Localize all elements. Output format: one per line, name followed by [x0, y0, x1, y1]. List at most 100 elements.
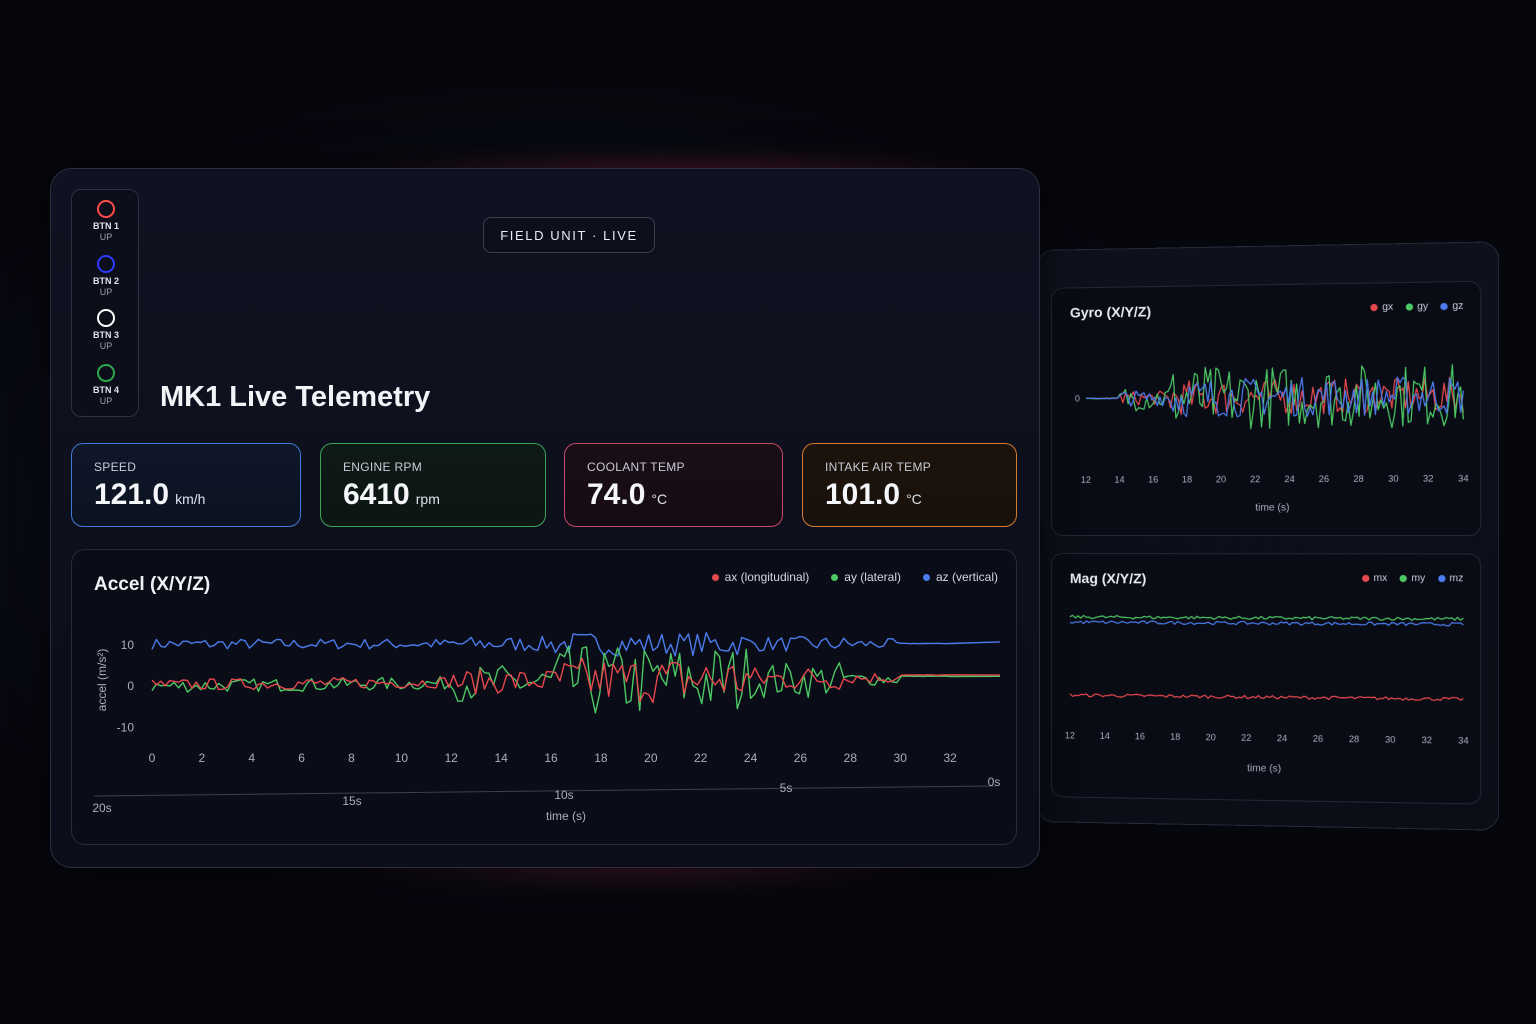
small-xtick: 32 [1422, 735, 1432, 745]
btn-4-ring-icon [97, 364, 115, 382]
accel-ylabel: accel (m/s²) [95, 649, 109, 712]
accel-xtick: 32 [943, 751, 957, 765]
small-xtick: 28 [1353, 474, 1363, 484]
accel-series-line [152, 659, 1000, 703]
accel-ytick: 0 [127, 679, 134, 693]
small-xtick: 12 [1065, 730, 1075, 740]
rpm-unit: rpm [416, 491, 440, 507]
intake-value: 101.0 [825, 478, 900, 511]
accel-xtick: 12 [445, 751, 459, 765]
small-xtick: 16 [1148, 474, 1158, 484]
btn-3-state: UP [72, 341, 140, 352]
small-xtick: 14 [1114, 475, 1124, 485]
intake-card: INTAKE AIR TEMP 101.0 °C [802, 443, 1017, 527]
accel-xtick: 28 [844, 751, 858, 765]
mag-card: Mag (X/Y/Z) mx my mz 12 14 16 18 20 22 24 26 28 3… [1051, 553, 1481, 805]
small-xtick: 28 [1349, 734, 1359, 744]
small-series-line [1070, 615, 1463, 620]
gyro-card: Gyro (X/Y/Z) gx gy gz 0 12 14 16 18 20 22 24 26 2… [1051, 281, 1481, 536]
btn-2-ring-icon [97, 255, 115, 273]
accel-series-line [152, 646, 1000, 713]
btn-2-status: BTN 2 UP [72, 255, 140, 298]
btn-4-state: UP [72, 396, 140, 407]
small-xtick: 18 [1182, 474, 1192, 484]
small-xtick: 30 [1385, 734, 1395, 744]
btn-3-ring-icon [97, 309, 115, 327]
accel-xtick: 0 [149, 751, 156, 765]
accel-ytick: 10 [121, 638, 135, 652]
small-xtick: 14 [1100, 731, 1110, 741]
btn-1-label: BTN 1 [72, 221, 140, 232]
speed-card: SPEED 121.0 km/h [71, 443, 301, 527]
accel-xtick: 10 [395, 751, 409, 765]
accel-time-label: 20s [92, 801, 111, 815]
btn-4-status: BTN 4 UP [72, 364, 140, 407]
rpm-value: 6410 [343, 478, 410, 511]
accel-time-axis [94, 786, 996, 796]
coolant-label: COOLANT TEMP [587, 460, 760, 474]
accel-time-label: 5s [780, 781, 793, 795]
accel-xtick: 24 [744, 751, 758, 765]
accel-chart: 100-100 2 4 6 8 10 12 14 16 18 20 22 24 26 28 30 32accel… [72, 550, 1018, 846]
rpm-value-row: 6410 rpm [343, 478, 523, 512]
accel-xtick: 4 [248, 751, 255, 765]
main-panel: BTN 1 UP BTN 2 UP BTN 3 UP BTN 4 UP FIEL… [50, 168, 1040, 868]
accel-xtick: 8 [348, 751, 355, 765]
accel-xtick: 2 [199, 751, 206, 765]
small-xtick: 26 [1319, 474, 1329, 484]
btn-1-state: UP [72, 232, 140, 243]
small-xtick: 32 [1423, 473, 1433, 483]
accel-xtick: 20 [644, 751, 658, 765]
speed-value: 121.0 [94, 478, 169, 511]
accel-xtick: 14 [494, 751, 508, 765]
coolant-unit: °C [651, 491, 667, 507]
side-panel: Gyro (X/Y/Z) gx gy gz 0 12 14 16 18 20 22 24 26 2… [1036, 241, 1499, 830]
accel-xtick: 16 [544, 751, 558, 765]
coolant-value: 74.0 [587, 478, 645, 511]
accel-time-label: 15s [342, 794, 361, 808]
coolant-value-row: 74.0 °C [587, 478, 760, 512]
small-xtick: 24 [1277, 733, 1287, 743]
accel-time-label: 0s [988, 775, 1001, 789]
btn-3-status: BTN 3 UP [72, 309, 140, 352]
small-xtick: 22 [1241, 733, 1251, 743]
small-xtick: 24 [1284, 474, 1294, 484]
rpm-card: ENGINE RPM 6410 rpm [320, 443, 546, 527]
small-xlabel: time (s) [1255, 502, 1289, 513]
accel-xtick: 26 [794, 751, 808, 765]
small-xtick: 18 [1170, 732, 1180, 742]
small-xtick: 22 [1250, 474, 1260, 484]
mag-chart: 12 14 16 18 20 22 24 26 28 30 32 34 time (s) [1052, 554, 1482, 806]
accel-card: Accel (X/Y/Z) ax (longitudinal) ay (late… [71, 549, 1017, 845]
field-unit-badge: FIELD UNIT · LIVE [483, 217, 655, 253]
small-xtick: 34 [1458, 473, 1469, 483]
intake-label: INTAKE AIR TEMP [825, 460, 994, 474]
accel-xtick: 22 [694, 751, 708, 765]
btn-2-state: UP [72, 287, 140, 298]
btn-4-label: BTN 4 [72, 385, 140, 396]
small-xtick: 20 [1206, 732, 1216, 742]
small-xtick: 34 [1458, 735, 1469, 745]
small-series-line [1070, 694, 1463, 701]
small-xlabel: time (s) [1247, 763, 1281, 775]
accel-xtick: 6 [298, 751, 305, 765]
intake-value-row: 101.0 °C [825, 478, 994, 512]
small-ytick: 0 [1075, 394, 1080, 404]
small-xtick: 26 [1313, 734, 1323, 744]
accel-xtick: 18 [594, 751, 608, 765]
button-status-column: BTN 1 UP BTN 2 UP BTN 3 UP BTN 4 UP [71, 189, 139, 417]
accel-xtick: 30 [894, 751, 908, 765]
small-xtick: 30 [1388, 474, 1398, 484]
accel-xlabel: time (s) [546, 809, 586, 823]
small-xtick: 20 [1216, 474, 1226, 484]
small-xtick: 16 [1135, 731, 1145, 741]
small-series-line [1070, 620, 1463, 626]
accel-ytick: -10 [117, 721, 135, 735]
btn-1-status: BTN 1 UP [72, 200, 140, 243]
btn-1-ring-icon [97, 200, 115, 218]
small-xtick: 12 [1081, 475, 1091, 485]
gyro-chart: 0 12 14 16 18 20 22 24 26 28 30 32 34 time (s) [1052, 282, 1482, 537]
btn-3-label: BTN 3 [72, 330, 140, 341]
speed-value-row: 121.0 km/h [94, 478, 278, 512]
speed-label: SPEED [94, 460, 278, 474]
